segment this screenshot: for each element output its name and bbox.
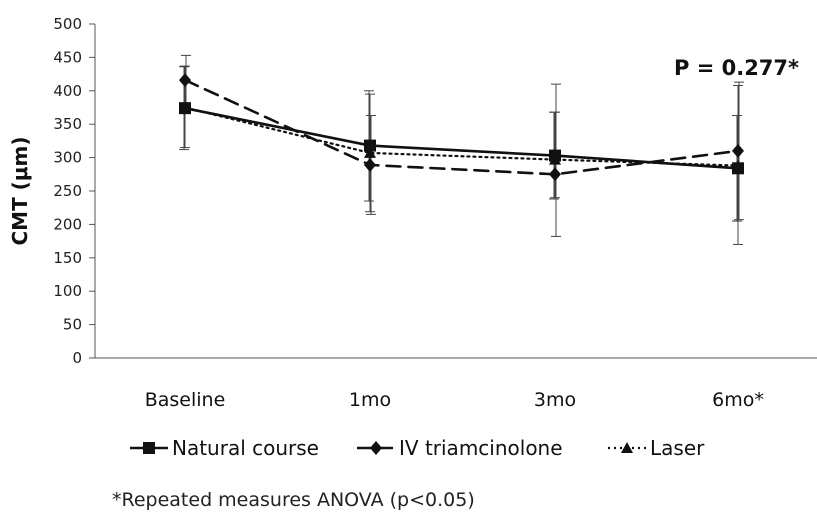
x-categories: Baseline 1mo 3mo 6mo*: [145, 389, 764, 411]
footnote: *Repeated measures ANOVA (p<0.05): [112, 489, 475, 511]
data-point-square: [364, 139, 376, 152]
data-point-diamond: [549, 167, 561, 182]
x-category-label: 3mo: [534, 389, 576, 411]
y-ticks: 0 50 100 150 200 250 300 350 400 450 500: [53, 15, 95, 367]
series-line: [183, 78, 740, 176]
y-tick-label: 250: [53, 182, 82, 200]
x-category-label: 1mo: [349, 389, 391, 411]
data-point-diamond: [370, 441, 382, 455]
data-point-diamond: [364, 157, 376, 172]
legend-label: IV triamcinolone: [399, 436, 563, 460]
data-point-diamond: [732, 143, 744, 158]
y-tick-label: 450: [53, 48, 82, 66]
x-category-label: 6mo*: [712, 389, 764, 411]
y-tick-label: 350: [53, 115, 82, 133]
data-point-triangle: [732, 159, 744, 171]
data-point-triangle: [364, 146, 376, 158]
p-value-annotation: P = 0.277*: [674, 56, 799, 80]
y-tick-label: 50: [63, 316, 82, 334]
legend: Natural course IV triamcinolone Laser: [130, 436, 705, 460]
y-tick-label: 500: [53, 15, 82, 33]
series-lines: [183, 78, 740, 176]
data-point-triangle: [621, 442, 633, 453]
data-point-diamond: [179, 73, 191, 88]
data-point-square: [143, 442, 155, 454]
y-axis-label: CMT (μm): [8, 136, 32, 245]
legend-label: Laser: [650, 436, 705, 460]
data-point-triangle: [549, 153, 561, 165]
y-tick-label: 200: [53, 215, 82, 233]
series-markers: [179, 73, 744, 182]
series-line: [183, 106, 740, 167]
data-point-triangle: [179, 101, 191, 113]
y-tick-label: 150: [53, 249, 82, 267]
y-tick-label: 0: [72, 349, 82, 367]
y-tick-label: 100: [53, 282, 82, 300]
y-tick-label: 400: [53, 82, 82, 100]
x-category-label: Baseline: [145, 389, 226, 411]
legend-label: Natural course: [172, 436, 319, 460]
y-tick-label: 300: [53, 149, 82, 167]
